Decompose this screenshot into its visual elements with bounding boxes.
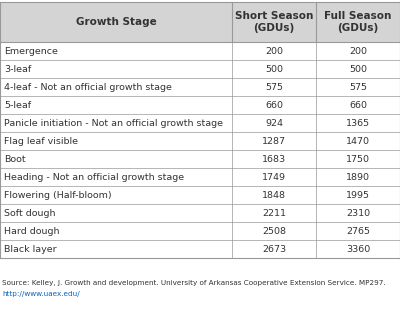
Text: http://www.uaex.edu/: http://www.uaex.edu/ bbox=[2, 291, 80, 297]
Text: 200: 200 bbox=[265, 46, 283, 56]
Bar bbox=[0, 60, 400, 78]
Bar bbox=[0, 168, 400, 186]
Text: 2765: 2765 bbox=[346, 226, 370, 236]
Bar bbox=[232, 2, 316, 42]
Text: 924: 924 bbox=[265, 118, 283, 127]
Bar bbox=[0, 42, 400, 60]
Text: 575: 575 bbox=[265, 83, 283, 91]
Text: 575: 575 bbox=[349, 83, 367, 91]
Text: 500: 500 bbox=[265, 64, 283, 73]
Text: Flag leaf visible: Flag leaf visible bbox=[4, 137, 78, 145]
Text: Hard dough: Hard dough bbox=[4, 226, 60, 236]
Text: Soft dough: Soft dough bbox=[4, 208, 56, 218]
Text: 200: 200 bbox=[349, 46, 367, 56]
Bar bbox=[0, 2, 232, 42]
Bar bbox=[316, 2, 400, 42]
Text: Short Season
(GDUs): Short Season (GDUs) bbox=[235, 11, 313, 33]
Bar bbox=[0, 132, 400, 150]
Text: 3-leaf: 3-leaf bbox=[4, 64, 31, 73]
Text: 4-leaf - Not an official growth stage: 4-leaf - Not an official growth stage bbox=[4, 83, 172, 91]
Bar bbox=[0, 186, 400, 204]
Text: 2211: 2211 bbox=[262, 208, 286, 218]
Text: 660: 660 bbox=[265, 100, 283, 110]
Bar bbox=[0, 114, 400, 132]
Text: 2310: 2310 bbox=[346, 208, 370, 218]
Text: Black layer: Black layer bbox=[4, 245, 57, 253]
Text: 1995: 1995 bbox=[346, 191, 370, 199]
Text: Boot: Boot bbox=[4, 154, 26, 164]
Text: 660: 660 bbox=[349, 100, 367, 110]
Text: 2673: 2673 bbox=[262, 245, 286, 253]
Text: 5-leaf: 5-leaf bbox=[4, 100, 31, 110]
Text: Source: Kelley, J. Growth and development. University of Arkansas Cooperative Ex: Source: Kelley, J. Growth and developmen… bbox=[2, 280, 386, 286]
Text: 1848: 1848 bbox=[262, 191, 286, 199]
Text: Heading - Not an official growth stage: Heading - Not an official growth stage bbox=[4, 172, 184, 181]
Text: Growth Stage: Growth Stage bbox=[76, 17, 156, 27]
Text: 1890: 1890 bbox=[346, 172, 370, 181]
Text: 500: 500 bbox=[349, 64, 367, 73]
Text: 1750: 1750 bbox=[346, 154, 370, 164]
Text: Full Season
(GDUs): Full Season (GDUs) bbox=[324, 11, 392, 33]
Text: Flowering (Half-bloom): Flowering (Half-bloom) bbox=[4, 191, 112, 199]
Text: 1287: 1287 bbox=[262, 137, 286, 145]
Text: 1365: 1365 bbox=[346, 118, 370, 127]
Text: 1683: 1683 bbox=[262, 154, 286, 164]
Text: 1749: 1749 bbox=[262, 172, 286, 181]
Text: 3360: 3360 bbox=[346, 245, 370, 253]
Bar bbox=[0, 222, 400, 240]
Bar bbox=[0, 204, 400, 222]
Text: Emergence: Emergence bbox=[4, 46, 58, 56]
Bar bbox=[0, 78, 400, 96]
Text: 1470: 1470 bbox=[346, 137, 370, 145]
Bar bbox=[0, 96, 400, 114]
Bar bbox=[0, 240, 400, 258]
Text: 2508: 2508 bbox=[262, 226, 286, 236]
Text: Panicle initiation - Not an official growth stage: Panicle initiation - Not an official gro… bbox=[4, 118, 223, 127]
Bar bbox=[0, 150, 400, 168]
